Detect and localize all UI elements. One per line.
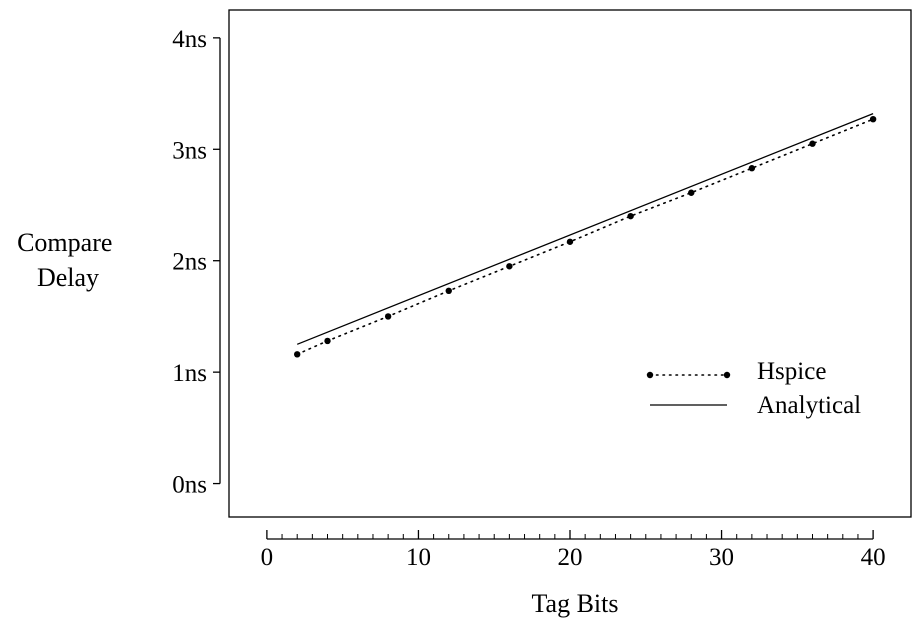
series-layer	[294, 112, 877, 358]
y-axis: 0ns 1ns 2ns 3ns 4ns	[172, 26, 221, 499]
y-axis-label-line-2: Delay	[37, 263, 99, 292]
hspice-point	[688, 189, 695, 196]
hspice-point	[445, 287, 452, 294]
hspice-point	[384, 313, 392, 320]
y-tick-label: 0ns	[172, 472, 207, 499]
hspice-point	[627, 212, 634, 220]
hspice-point	[869, 116, 877, 123]
legend-hspice-marker	[723, 371, 731, 379]
legend: Hspice Analytical	[646, 358, 861, 419]
plot-frame	[228, 9, 912, 518]
plot-border	[228, 9, 912, 518]
y-tick-label: 4ns	[172, 26, 207, 53]
hspice-point	[809, 140, 816, 147]
y-tick-label: 2ns	[172, 249, 207, 276]
y-tick-label: 3ns	[172, 137, 207, 164]
x-tick-label: 10	[406, 544, 431, 571]
hspice-point	[748, 165, 756, 172]
hspice-point	[324, 337, 331, 345]
x-tick-label: 0	[261, 544, 274, 571]
y-axis-label: Compare Delay	[17, 228, 119, 292]
x-tick-label: 40	[861, 544, 886, 571]
hspice-point	[294, 351, 301, 358]
x-axis-label: Tag Bits	[531, 589, 618, 618]
analytical-line	[296, 112, 874, 345]
hspice-dotted-line	[296, 118, 874, 356]
x-axis: 0 10 20 30 40	[261, 530, 886, 571]
legend-hspice-label: Hspice	[757, 358, 826, 385]
hspice-point	[506, 263, 513, 270]
hspice-point	[566, 238, 574, 245]
x-tick-label: 20	[558, 544, 583, 571]
legend-hspice-marker	[646, 371, 654, 379]
y-axis-label-line-1: Compare	[17, 228, 112, 257]
y-tick-label: 1ns	[172, 360, 207, 387]
legend-analytical-label: Analytical	[757, 392, 861, 419]
x-tick-label: 30	[709, 544, 734, 571]
